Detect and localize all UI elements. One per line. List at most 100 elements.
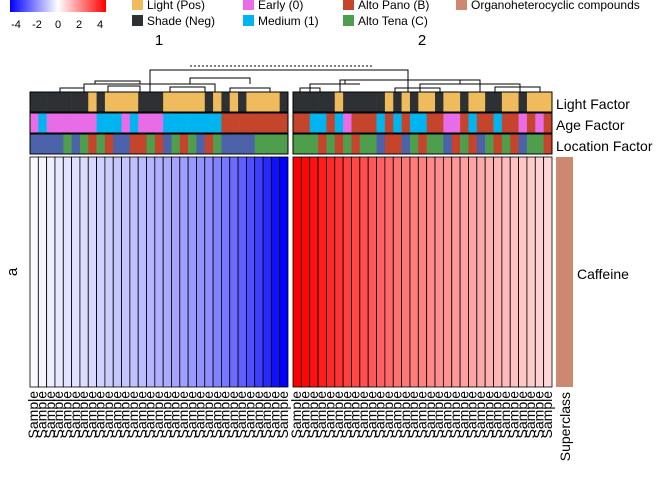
annotation-cell bbox=[468, 113, 478, 133]
color-scale-ticks: -4 -2 0 2 4 bbox=[11, 19, 103, 31]
column-label: Sample bbox=[92, 391, 108, 439]
annotation-cell bbox=[96, 92, 106, 112]
heatmap-cell bbox=[534, 156, 545, 388]
annotation-cell bbox=[443, 113, 453, 133]
scale-tick-label: 2 bbox=[76, 19, 82, 31]
legend-swatch bbox=[343, 0, 354, 10]
annotation-cell bbox=[146, 113, 156, 133]
column-label: Sample bbox=[117, 391, 133, 439]
heatmap-cell bbox=[509, 156, 519, 388]
column-label: Sample bbox=[100, 391, 116, 439]
column-label: Sample bbox=[108, 391, 124, 439]
annotation-cell bbox=[293, 92, 302, 112]
annotation-cell bbox=[246, 92, 256, 112]
annotation-cell bbox=[485, 134, 494, 154]
annotation-cell bbox=[543, 134, 553, 154]
heatmap-cell bbox=[459, 156, 469, 388]
heatmap-cell bbox=[46, 156, 56, 388]
annotation-cell bbox=[121, 113, 131, 133]
annotation-cell bbox=[104, 92, 114, 112]
column-label: Sample bbox=[183, 391, 199, 439]
color-scale-bar bbox=[10, 0, 106, 12]
annotation-cell bbox=[326, 134, 336, 154]
annotation-track-border bbox=[29, 133, 289, 155]
annotation-cell bbox=[54, 92, 64, 112]
column-label: Sample bbox=[372, 391, 388, 439]
dendrogram-branch bbox=[309, 83, 360, 92]
dendrogram bbox=[59, 69, 541, 92]
column-label: Sample bbox=[267, 391, 283, 439]
annotation-cell bbox=[254, 134, 264, 154]
annotation-cell bbox=[154, 113, 164, 133]
annotation-cell bbox=[493, 113, 503, 133]
annotation-cell bbox=[351, 92, 361, 112]
heatmap-cell bbox=[384, 156, 394, 388]
column-label: Sample bbox=[489, 391, 505, 439]
heatmap-cell bbox=[112, 156, 122, 388]
heatmap-cell bbox=[334, 156, 344, 388]
heatmap-cell bbox=[154, 156, 164, 388]
annotation-cell bbox=[263, 113, 272, 133]
heatmap-cell bbox=[146, 156, 156, 388]
legend-swatch bbox=[132, 0, 143, 10]
heatmap-cell bbox=[359, 156, 369, 388]
annotation-cell bbox=[279, 92, 289, 112]
annotation-cell bbox=[535, 92, 544, 112]
annotation-cell bbox=[343, 113, 352, 133]
heatmap-cell bbox=[212, 156, 222, 388]
heatmap-cell bbox=[543, 156, 553, 388]
heatmap-cell bbox=[37, 156, 48, 388]
scale-tick-label: -4 bbox=[11, 19, 21, 31]
heatmap-cell bbox=[270, 156, 281, 388]
annotation-cell bbox=[476, 92, 486, 112]
column-label: Sample bbox=[33, 391, 49, 439]
column-label: Sample bbox=[42, 391, 58, 439]
heatmap-cell bbox=[171, 156, 181, 388]
annotation-cell bbox=[343, 92, 352, 112]
annotation-track-border bbox=[292, 133, 553, 155]
legend-swatch bbox=[132, 15, 143, 26]
annotation-cell bbox=[121, 92, 131, 112]
column-label: Sample bbox=[175, 391, 191, 439]
annotation-cell bbox=[188, 134, 197, 154]
annotation-cell bbox=[535, 113, 544, 133]
dendrogram-branch bbox=[107, 85, 141, 92]
heatmap-cell bbox=[309, 156, 319, 388]
annotation-cell bbox=[54, 134, 64, 154]
column-label: Sample bbox=[83, 391, 99, 439]
annotation-cell bbox=[96, 134, 106, 154]
annotation-cell bbox=[188, 92, 197, 112]
annotation-cell bbox=[501, 113, 511, 133]
column-label: Sample bbox=[539, 391, 555, 439]
heatmap-cell bbox=[104, 156, 114, 388]
annotation-cell bbox=[409, 92, 419, 112]
annotation-cell bbox=[146, 134, 156, 154]
annotation-cell bbox=[113, 113, 122, 133]
column-label: Sample bbox=[430, 391, 446, 439]
column-label: Sample bbox=[258, 391, 274, 439]
annotation-cell bbox=[418, 92, 427, 112]
annotation-cell bbox=[334, 134, 344, 154]
dendrogram-branch bbox=[94, 80, 141, 84]
column-label: Sample bbox=[522, 391, 538, 439]
annotation-cell bbox=[301, 92, 311, 112]
heatmap-cell bbox=[279, 156, 289, 388]
annotation-cell bbox=[384, 92, 394, 112]
annotation-cell bbox=[376, 113, 386, 133]
heatmap-cell bbox=[401, 156, 411, 388]
dendrogram-branch bbox=[229, 87, 271, 92]
annotation-cell bbox=[393, 92, 402, 112]
column-label: Sample bbox=[464, 391, 480, 439]
annotation-cell bbox=[196, 92, 206, 112]
annotation-cell bbox=[418, 134, 427, 154]
annotation-cell bbox=[221, 92, 231, 112]
annotation-cell bbox=[204, 113, 214, 133]
legend-swatch bbox=[456, 0, 467, 10]
column-labels: SampleSampleSampleSampleSampleSampleSamp… bbox=[25, 391, 555, 439]
column-label: Sample bbox=[397, 391, 413, 439]
annotation-cell bbox=[229, 113, 239, 133]
annotation-cell bbox=[451, 92, 461, 112]
annotation-track-border bbox=[292, 91, 553, 113]
annotation-cell bbox=[271, 113, 280, 133]
